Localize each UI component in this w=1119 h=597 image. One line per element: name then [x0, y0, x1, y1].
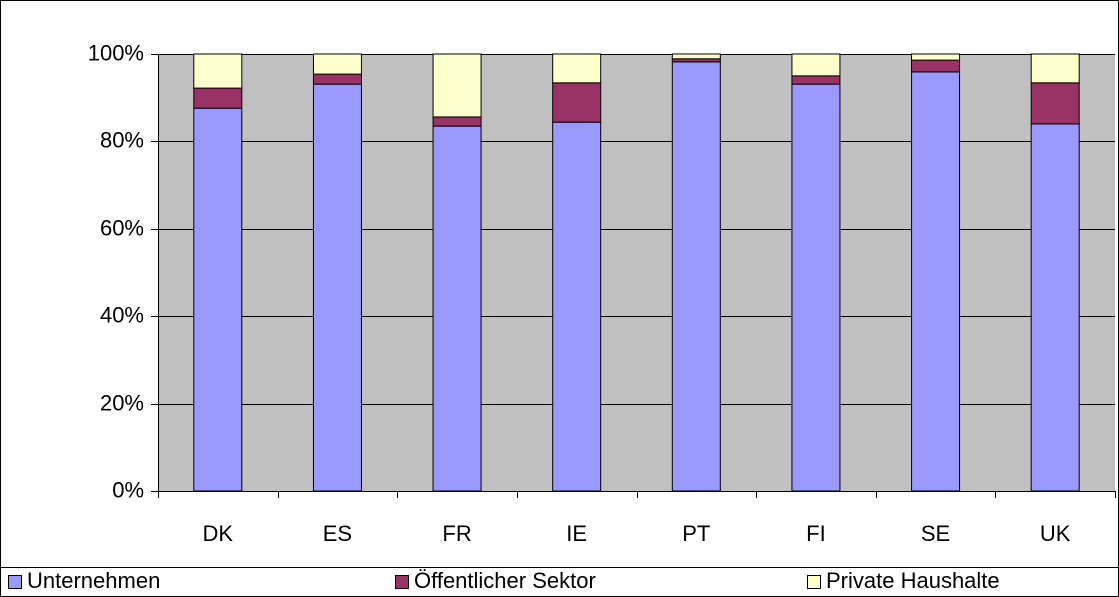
- bar-segment: [552, 53, 602, 84]
- bar-segment: [432, 116, 482, 127]
- bar-segment: [552, 82, 602, 123]
- x-tick-label: IE: [566, 521, 587, 546]
- y-tick-label: 0%: [112, 477, 144, 502]
- y-tick-label: 40%: [100, 302, 144, 327]
- bar-segment: [552, 121, 602, 492]
- bar-segment: [312, 53, 362, 75]
- legend-swatch: [395, 575, 409, 589]
- legend-swatch: [807, 575, 821, 589]
- bar-segment: [911, 71, 961, 492]
- bar-segment: [911, 53, 961, 61]
- bar-segment: [193, 107, 243, 492]
- x-tick-label: ES: [323, 521, 352, 546]
- bar-segment: [312, 83, 362, 492]
- bar-segment: [193, 53, 243, 89]
- bar-segment: [1030, 53, 1080, 84]
- legend-label: Öffentlicher Sektor: [414, 568, 596, 593]
- bar-segment: [432, 125, 482, 492]
- x-tick-label: DK: [203, 521, 234, 546]
- legend-label: Private Haushalte: [826, 568, 1000, 593]
- bar-segment: [671, 53, 721, 60]
- plot-area: [158, 54, 1115, 491]
- bar-segment: [1030, 82, 1080, 125]
- x-tick-label: FR: [442, 521, 471, 546]
- y-tick-label: 60%: [100, 215, 144, 240]
- bar-segment: [432, 53, 482, 118]
- y-tick-label: 20%: [100, 390, 144, 415]
- bar-segment: [791, 53, 841, 77]
- x-tick-label: PT: [682, 521, 710, 546]
- legend-label: Unternehmen: [27, 568, 160, 593]
- legend-swatch: [8, 575, 22, 589]
- bar-segment: [312, 73, 362, 85]
- x-tick-label: SE: [921, 521, 950, 546]
- bar-segment: [791, 83, 841, 492]
- y-tick-label: 80%: [100, 127, 144, 152]
- bar-segment: [791, 75, 841, 85]
- x-tick-label: FI: [806, 521, 826, 546]
- bar-segment: [911, 59, 961, 73]
- x-tick-label: UK: [1040, 521, 1071, 546]
- bar-segment: [193, 87, 243, 109]
- y-tick-label: 100%: [88, 40, 144, 65]
- bar-segment: [1030, 123, 1080, 492]
- bar-segment: [671, 61, 721, 492]
